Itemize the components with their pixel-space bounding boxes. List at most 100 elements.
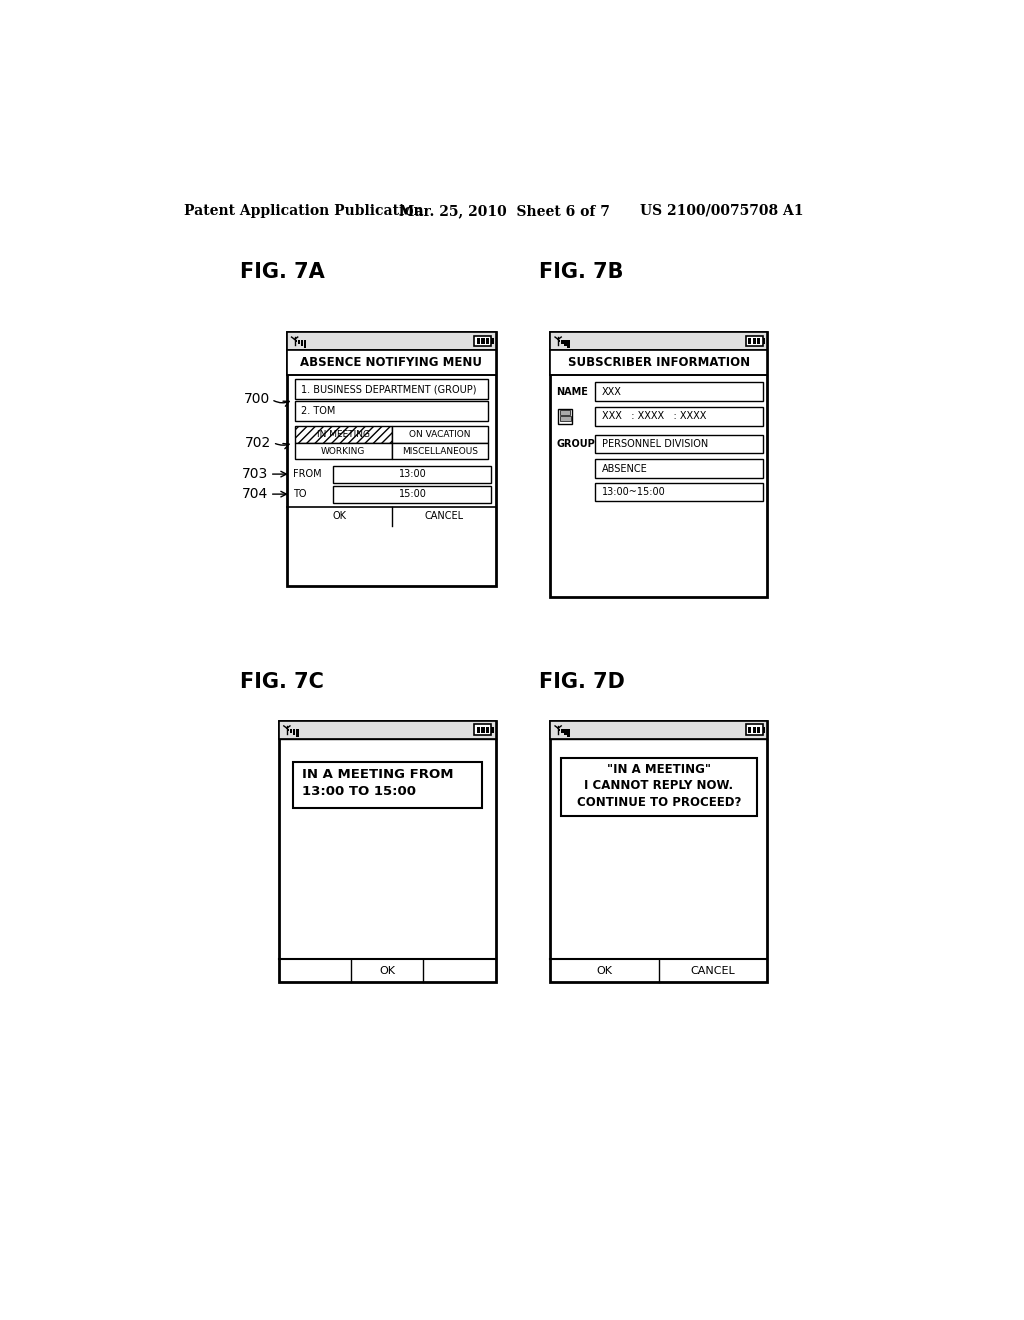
Bar <box>334 466 492 483</box>
Text: FIG. 7C: FIG. 7C <box>241 672 325 692</box>
Text: OK: OK <box>597 966 612 975</box>
Bar <box>564 341 566 346</box>
Text: Mar. 25, 2010  Sheet 6 of 7: Mar. 25, 2010 Sheet 6 of 7 <box>399 203 610 218</box>
Bar <box>481 338 484 345</box>
Text: FROM: FROM <box>293 469 322 479</box>
Bar <box>290 729 292 733</box>
Bar <box>287 729 289 731</box>
Bar <box>595 459 763 478</box>
Bar <box>753 726 756 733</box>
Bar <box>334 486 492 503</box>
Text: OK: OK <box>332 511 346 521</box>
Bar <box>561 758 757 816</box>
Bar <box>293 729 295 735</box>
Bar <box>477 726 480 733</box>
Bar <box>560 416 570 421</box>
Bar <box>295 401 488 421</box>
Text: US 2100/0075708 A1: US 2100/0075708 A1 <box>640 203 803 218</box>
Text: ABSENCE NOTIFYING MENU: ABSENCE NOTIFYING MENU <box>300 356 482 370</box>
Bar <box>560 411 569 414</box>
Bar <box>486 338 489 345</box>
Bar <box>558 409 572 424</box>
Bar <box>550 721 767 739</box>
Text: 1. BUSINESS DEPARTMENT (GROUP): 1. BUSINESS DEPARTMENT (GROUP) <box>301 384 476 395</box>
Bar <box>745 725 763 735</box>
Text: 704: 704 <box>242 487 268 502</box>
Text: 15:00: 15:00 <box>398 490 426 499</box>
Text: WORKING: WORKING <box>321 446 366 455</box>
Text: FIG. 7D: FIG. 7D <box>539 672 625 692</box>
Bar <box>298 341 300 345</box>
Bar <box>550 721 767 982</box>
Text: TO: TO <box>293 490 306 499</box>
Text: IN MEETING: IN MEETING <box>316 429 370 438</box>
Bar <box>280 721 496 739</box>
Bar <box>295 379 488 400</box>
Text: CANCEL: CANCEL <box>691 966 735 975</box>
Text: I CANNOT REPLY NOW.: I CANNOT REPLY NOW. <box>585 779 733 792</box>
Bar <box>486 726 489 733</box>
Text: 702: 702 <box>245 436 271 450</box>
Bar <box>567 729 569 737</box>
Bar <box>550 331 767 598</box>
Text: NAME: NAME <box>557 387 589 397</box>
Text: PERSONNEL DIVISION: PERSONNEL DIVISION <box>601 440 708 449</box>
Bar <box>301 341 303 346</box>
Text: FIG. 7A: FIG. 7A <box>241 263 326 282</box>
Bar <box>745 335 763 346</box>
Bar <box>567 341 569 348</box>
Bar <box>753 338 756 345</box>
Text: IN A MEETING FROM: IN A MEETING FROM <box>302 768 454 781</box>
Text: OK: OK <box>379 966 395 975</box>
Text: MISCELLANEOUS: MISCELLANEOUS <box>402 446 478 455</box>
Bar <box>295 442 391 459</box>
Bar <box>748 338 751 345</box>
Text: Patent Application Publication: Patent Application Publication <box>183 203 424 218</box>
Bar <box>550 350 767 375</box>
Text: FIG. 7B: FIG. 7B <box>539 263 624 282</box>
Text: GROUP: GROUP <box>557 440 595 449</box>
Text: ON VACATION: ON VACATION <box>410 429 471 438</box>
Text: 13:00: 13:00 <box>398 469 426 479</box>
Bar <box>595 407 763 425</box>
Bar <box>477 338 480 345</box>
Bar <box>492 338 494 345</box>
Bar <box>492 726 494 733</box>
Text: 703: 703 <box>242 467 268 480</box>
Text: 2. TOM: 2. TOM <box>301 407 335 416</box>
Bar <box>558 341 560 342</box>
Bar <box>595 383 763 401</box>
Bar <box>293 762 482 808</box>
Bar <box>287 331 496 586</box>
Bar <box>561 729 563 733</box>
Bar <box>558 729 560 731</box>
Bar <box>564 729 566 735</box>
Text: CANCEL: CANCEL <box>424 511 464 521</box>
Text: XXX   : XXXX   : XXXX: XXX : XXXX : XXXX <box>601 412 706 421</box>
Bar <box>763 726 765 733</box>
Bar <box>595 483 763 502</box>
Bar <box>763 338 765 345</box>
Bar <box>287 350 496 375</box>
Bar <box>295 425 391 442</box>
Bar <box>304 341 306 348</box>
Text: "IN A MEETING": "IN A MEETING" <box>607 763 711 776</box>
Text: ABSENCE: ABSENCE <box>601 463 647 474</box>
Bar <box>748 726 751 733</box>
Bar <box>296 729 299 737</box>
Bar <box>295 341 297 342</box>
Bar <box>758 726 761 733</box>
Bar <box>474 335 492 346</box>
Text: 13:00~15:00: 13:00~15:00 <box>601 487 666 496</box>
Text: CONTINUE TO PROCEED?: CONTINUE TO PROCEED? <box>577 796 741 809</box>
Bar <box>280 721 496 982</box>
Bar <box>481 726 484 733</box>
Bar <box>561 341 563 345</box>
Bar <box>474 725 492 735</box>
Text: SUBSCRIBER INFORMATION: SUBSCRIBER INFORMATION <box>568 356 750 370</box>
Bar <box>391 425 488 442</box>
Bar <box>595 434 763 453</box>
Text: 700: 700 <box>244 392 270 407</box>
Bar <box>287 331 496 350</box>
Bar <box>550 331 767 350</box>
